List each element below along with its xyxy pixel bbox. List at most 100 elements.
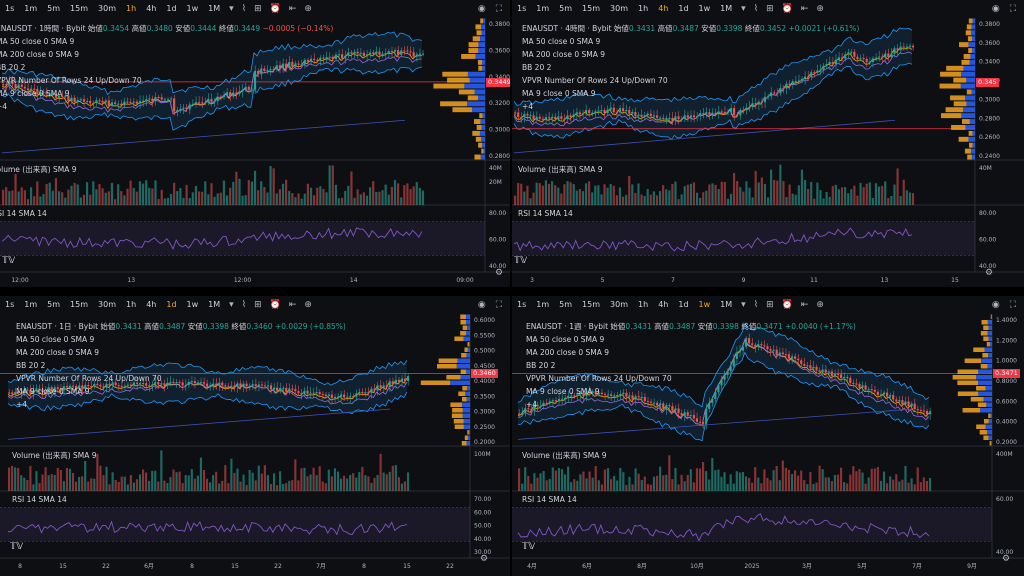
indicators-icon[interactable]: ⌇ — [241, 300, 247, 310]
indicator-bb[interactable]: BB 20 2 — [522, 63, 552, 72]
maximize-icon[interactable]: ⛶ — [495, 300, 502, 310]
more-indicators-button[interactable]: +4 — [522, 102, 534, 111]
add-icon[interactable]: ⊕ — [816, 4, 824, 14]
interval-15m[interactable]: 15m — [582, 300, 601, 309]
indicator-ma200[interactable]: MA 200 close 0 SMA 9 — [16, 348, 100, 357]
rsi-legend[interactable]: RSI 14 SMA 14 — [522, 495, 577, 504]
gear-icon[interactable]: ⚙ — [985, 268, 994, 278]
indicator-ma9[interactable]: MA 9 close 0 SMA 9 — [16, 387, 90, 396]
camera-icon[interactable]: ◉ — [991, 300, 1000, 310]
rsi-legend[interactable]: RSI 14 SMA 14 — [12, 495, 67, 504]
interval-1h[interactable]: 1h — [638, 4, 649, 13]
interval-30m[interactable]: 30m — [610, 4, 629, 13]
alert-icon[interactable]: ⏰ — [269, 4, 281, 14]
indicator-ma9[interactable]: MA 9 close 0 SMA 9 — [526, 387, 600, 396]
price-chart-canvas[interactable]: 1.4000 1.2000 1.0000 0.8000 0.6000 0.4000 0.20… — [512, 314, 1024, 576]
indicator-ma50[interactable]: MA 50 close 0 SMA 9 — [526, 335, 605, 344]
indicator-vpvr[interactable]: VPVR Number Of Rows 24 Up/Down 70 — [526, 374, 672, 383]
interval-1d[interactable]: 1d — [166, 300, 177, 309]
chevron-down-icon[interactable]: ▾ — [229, 4, 234, 14]
alert-icon[interactable]: ⏰ — [781, 300, 793, 310]
more-indicators-button[interactable]: +4 — [16, 400, 28, 409]
rsi-legend[interactable]: RSI 14 SMA 14 — [0, 209, 47, 218]
chart-pane-1h[interactable]: 1s 1m 5m 15m 30m 1h 4h 1d 1w 1M ▾ ⌇ ⊞ ⏰ ⇤ ⊕ ◉ ⛶ 0.3800 0.36… — [0, 0, 510, 287]
replay-icon[interactable]: ⇤ — [288, 300, 297, 310]
interval-4h[interactable]: 4h — [146, 300, 157, 309]
indicator-ma50[interactable]: MA 50 close 0 SMA 9 — [16, 335, 95, 344]
volume-legend[interactable]: Volume (出来高) SMA 9 — [518, 165, 603, 174]
interval-5m[interactable]: 5m — [559, 4, 573, 13]
interval-1h[interactable]: 1h — [126, 300, 137, 309]
indicators-icon[interactable]: ⌇ — [753, 300, 759, 310]
indicator-ma200[interactable]: MA 200 close 0 SMA 9 — [526, 348, 610, 357]
replay-icon[interactable]: ⇤ — [800, 4, 809, 14]
gear-icon[interactable]: ⚙ — [480, 554, 489, 564]
indicator-ma9[interactable]: MA 9 close 0 SMA 9 — [522, 89, 596, 98]
indicator-ma200[interactable]: MA 200 close 0 SMA 9 — [522, 50, 606, 59]
maximize-icon[interactable]: ⛶ — [1009, 4, 1016, 14]
volume-legend[interactable]: Volume (出来高) SMA 9 — [12, 451, 97, 460]
alert-icon[interactable]: ⏰ — [269, 300, 281, 310]
indicator-ma50[interactable]: MA 50 close 0 SMA 9 — [0, 37, 75, 46]
interval-1d[interactable]: 1d — [678, 4, 689, 13]
interval-1s[interactable]: 1s — [517, 300, 527, 309]
price-chart-canvas[interactable]: 0.3800 0.3600 0.3400 0.3200 0.3000 0.2800 40M 2… — [0, 18, 510, 287]
camera-icon[interactable]: ◉ — [477, 300, 486, 310]
volume-legend[interactable]: Volume (出来高) SMA 9 — [522, 451, 607, 460]
interval-1s[interactable]: 1s — [5, 300, 15, 309]
interval-1d[interactable]: 1d — [678, 300, 689, 309]
camera-icon[interactable]: ◉ — [477, 4, 486, 14]
interval-30m[interactable]: 30m — [610, 300, 629, 309]
interval-30m[interactable]: 30m — [98, 4, 117, 13]
interval-1m[interactable]: 1m — [24, 300, 38, 309]
indicators-icon[interactable]: ⌇ — [753, 4, 759, 14]
interval-1d[interactable]: 1d — [166, 4, 177, 13]
chart-pane-1w[interactable]: 1s 1m 5m 15m 30m 1h 4h 1d 1w 1M ▾ ⌇ ⊞ ⏰ ⇤ ⊕ ◉ ⛶ 1.4000 1.20… — [512, 296, 1024, 576]
interval-15m[interactable]: 15m — [582, 4, 601, 13]
interval-1M[interactable]: 1M — [208, 4, 221, 13]
price-chart-canvas[interactable]: 0.38000.36000.34000.32000.30000.28000.26… — [512, 18, 1024, 287]
interval-4h[interactable]: 4h — [146, 4, 157, 13]
interval-1w[interactable]: 1w — [698, 300, 711, 309]
indicator-vpvr[interactable]: VPVR Number Of Rows 24 Up/Down 70 — [522, 76, 668, 85]
indicator-ma50[interactable]: MA 50 close 0 SMA 9 — [522, 37, 601, 46]
chart-pane-4h[interactable]: 1s 1m 5m 15m 30m 1h 4h 1d 1w 1M ▾ ⌇ ⊞ ⏰ ⇤ ⊕ ◉ ⛶ 0.3800 0.36… — [512, 0, 1024, 287]
interval-1m[interactable]: 1m — [536, 4, 550, 13]
compare-icon[interactable]: ⊞ — [766, 4, 774, 14]
indicator-bb[interactable]: BB 20 2 — [526, 361, 556, 370]
chevron-down-icon[interactable]: ▾ — [741, 4, 746, 14]
interval-1m[interactable]: 1m — [536, 300, 550, 309]
compare-icon[interactable]: ⊞ — [254, 4, 262, 14]
interval-4h[interactable]: 4h — [658, 300, 669, 309]
interval-1h[interactable]: 1h — [638, 300, 649, 309]
indicator-bb[interactable]: BB 20 2 — [16, 361, 46, 370]
rsi-legend[interactable]: RSI 14 SMA 14 — [518, 209, 573, 218]
interval-5m[interactable]: 5m — [47, 300, 61, 309]
replay-icon[interactable]: ⇤ — [800, 300, 809, 310]
interval-1w[interactable]: 1w — [186, 300, 199, 309]
price-chart-canvas[interactable]: 0.6000 0.5500 0.5000 0.4500 0.4000 0.3500 0.30… — [0, 314, 510, 576]
interval-1m[interactable]: 1m — [24, 4, 38, 13]
interval-1w[interactable]: 1w — [698, 4, 711, 13]
interval-15m[interactable]: 15m — [70, 4, 89, 13]
interval-1s[interactable]: 1s — [5, 4, 15, 13]
indicator-bb[interactable]: BB 20 2 — [0, 63, 26, 72]
gear-icon[interactable]: ⚙ — [495, 268, 504, 278]
indicators-icon[interactable]: ⌇ — [241, 4, 247, 14]
maximize-icon[interactable]: ⛶ — [495, 4, 502, 14]
add-icon[interactable]: ⊕ — [816, 300, 824, 310]
interval-1h[interactable]: 1h — [126, 4, 137, 13]
interval-1s[interactable]: 1s — [517, 4, 527, 13]
chevron-down-icon[interactable]: ▾ — [741, 300, 746, 310]
more-indicators-button[interactable]: +4 — [526, 400, 538, 409]
interval-15m[interactable]: 15m — [70, 300, 89, 309]
interval-1M[interactable]: 1M — [208, 300, 221, 309]
indicator-ma200[interactable]: MA 200 close 0 SMA 9 — [0, 50, 80, 59]
interval-1M[interactable]: 1M — [720, 4, 733, 13]
interval-1w[interactable]: 1w — [186, 4, 199, 13]
compare-icon[interactable]: ⊞ — [254, 300, 262, 310]
compare-icon[interactable]: ⊞ — [766, 300, 774, 310]
add-icon[interactable]: ⊕ — [304, 300, 312, 310]
interval-1M[interactable]: 1M — [720, 300, 733, 309]
indicator-ma9[interactable]: MA 9 close 0 SMA 9 — [0, 89, 70, 98]
